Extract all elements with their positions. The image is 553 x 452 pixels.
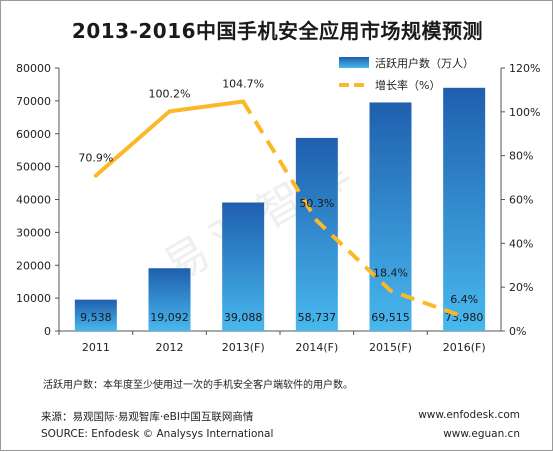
bar-value-label: 58,737 — [298, 311, 337, 324]
source-english: SOURCE: Enfodesk © Analysys Internationa… — [41, 428, 274, 440]
right-tick-label: 80% — [509, 150, 533, 163]
bar — [443, 87, 486, 332]
left-tick-label: 80000 — [16, 62, 51, 75]
chart-title: 2013-2016中国手机安全应用市场规模预测 — [71, 19, 484, 43]
x-tick-label: 2012 — [156, 341, 184, 354]
growth-rate-label: 104.7% — [222, 78, 264, 91]
right-tick-label: 40% — [509, 237, 533, 250]
x-tick-label: 2015(F) — [369, 341, 412, 354]
website-url-2: www.eguan.cn — [443, 428, 520, 440]
left-tick-label: 70000 — [16, 95, 51, 108]
bar-value-label: 19,092 — [150, 311, 189, 324]
bar-value-label: 9,538 — [80, 311, 112, 324]
growth-line-actual — [93, 99, 246, 178]
right-tick-label: 100% — [509, 106, 540, 119]
source-chinese: 来源：易观国际·易观智库·eBI中国互联网商情 — [41, 411, 254, 423]
growth-rate-label: 6.4% — [450, 293, 478, 306]
bar — [148, 268, 191, 331]
x-tick-label: 2016(F) — [443, 341, 486, 354]
legend-line-label: 增长率（%） — [375, 78, 440, 92]
growth-rate-label: 18.4% — [373, 267, 408, 280]
legend-bar-label: 活跃用户数（万人） — [375, 56, 474, 70]
bar — [222, 202, 265, 331]
left-tick-label: 10000 — [16, 292, 51, 305]
x-tick-label: 2014(F) — [295, 341, 338, 354]
right-tick-label: 60% — [509, 194, 533, 207]
left-tick-label: 30000 — [16, 226, 51, 239]
growth-rate-label: 50.3% — [299, 197, 334, 210]
legend-bar-swatch — [339, 57, 369, 68]
left-tick-label: 0 — [44, 325, 51, 338]
x-tick-label: 2013(F) — [222, 341, 265, 354]
right-tick-label: 20% — [509, 281, 533, 294]
left-tick-label: 40000 — [16, 194, 51, 207]
bar-value-label: 69,515 — [371, 311, 410, 324]
growth-rate-label: 70.9% — [78, 152, 113, 165]
left-tick-label: 50000 — [16, 161, 51, 174]
bar — [74, 299, 117, 331]
bar — [369, 102, 412, 331]
bar-value-label: 39,088 — [224, 311, 263, 324]
right-tick-label: 120% — [509, 62, 540, 75]
left-tick-label: 60000 — [16, 128, 51, 141]
right-tick-label: 0% — [509, 325, 526, 338]
bar — [295, 137, 338, 331]
footnote: 活跃用户数：本年度至少使用过一次的手机安全客户端软件的用户数。 — [43, 380, 353, 391]
left-tick-label: 20000 — [16, 259, 51, 272]
growth-line-forecast — [241, 100, 465, 319]
x-tick-label: 2011 — [82, 341, 110, 354]
growth-rate-label: 100.2% — [149, 87, 191, 100]
website-url-1: www.enfodesk.com — [418, 409, 520, 421]
